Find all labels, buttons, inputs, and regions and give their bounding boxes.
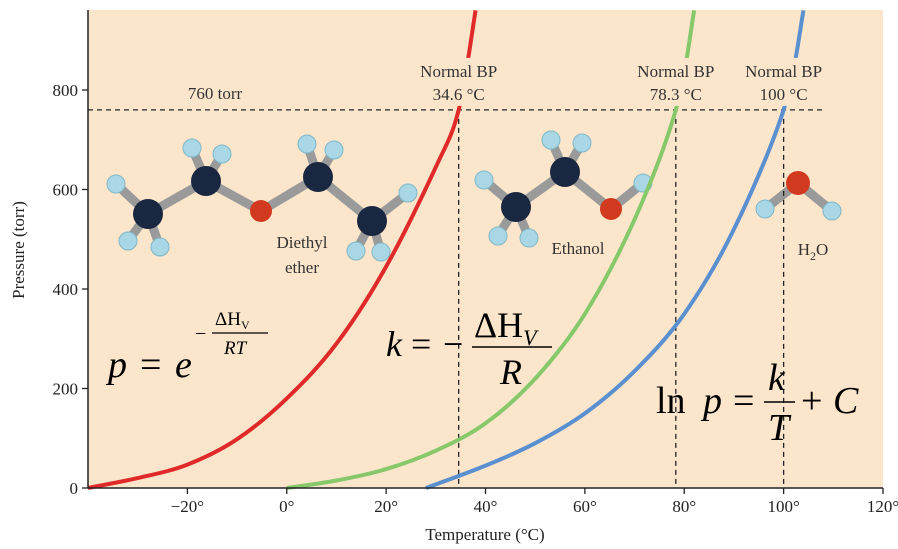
y-tick-label: 600 bbox=[53, 181, 79, 200]
water-curve bbox=[425, 10, 806, 490]
diethyl-ether-label-line2: ether bbox=[285, 258, 319, 277]
water-molecule bbox=[755, 171, 842, 221]
ethanol-bp-annotation-line2: 78.3 °C bbox=[650, 85, 702, 104]
diethyl-ether-curve bbox=[87, 10, 478, 490]
eq2-denominator: R bbox=[499, 352, 522, 392]
ethanol-bp-annotation-line1: Normal BP bbox=[637, 62, 714, 81]
ethanol-label: Ethanol bbox=[552, 239, 605, 258]
x-axis-ticks: −20° 0° 20° 40° 60° 80° 100° 120° bbox=[171, 488, 898, 516]
eq3-p: p bbox=[700, 380, 722, 422]
y-tick-label: 200 bbox=[53, 380, 79, 399]
x-tick-label: 100° bbox=[767, 497, 799, 516]
eq2-minus: − bbox=[443, 324, 463, 364]
x-tick-label: 0° bbox=[279, 497, 294, 516]
ether-bp-annotation-line1: Normal BP bbox=[420, 62, 497, 81]
x-tick-label: −20° bbox=[171, 497, 204, 516]
eq3-numerator: k bbox=[768, 357, 786, 399]
exponential-equation: p = e − ΔHV RT bbox=[105, 309, 268, 386]
eq3-equals: = bbox=[733, 380, 754, 422]
eq1-minus: − bbox=[195, 323, 206, 345]
y-tick-label: 400 bbox=[53, 280, 79, 299]
water-bp-annotation-line1: Normal BP bbox=[745, 62, 822, 81]
ethanol-curve bbox=[286, 10, 697, 490]
ethanol-molecule bbox=[474, 130, 653, 248]
760-torr-label-background bbox=[165, 82, 265, 105]
eq1-lhs: p bbox=[105, 344, 127, 386]
eq3-ln: ln bbox=[656, 380, 686, 422]
x-axis-title: Temperature (°C) bbox=[425, 525, 544, 544]
eq1-denominator: RT bbox=[223, 338, 248, 359]
water-bp-annotation-line2: 100 °C bbox=[760, 85, 808, 104]
linear-equation: ln p = k T + C bbox=[656, 357, 859, 449]
slope-equation: k = − ΔHV R bbox=[386, 305, 552, 392]
x-tick-label: 20° bbox=[374, 497, 398, 516]
water-label-subscript: 2 bbox=[810, 249, 816, 263]
x-tick-label: 120° bbox=[867, 497, 898, 516]
y-tick-label: 800 bbox=[53, 81, 79, 100]
eq2-lhs: k bbox=[386, 324, 403, 364]
x-tick-label: 80° bbox=[672, 497, 696, 516]
eq1-equals: = bbox=[140, 344, 161, 386]
eq3-denominator: T bbox=[768, 407, 792, 449]
eq2-equals: = bbox=[411, 324, 431, 364]
x-tick-label: 60° bbox=[573, 497, 597, 516]
water-bp-annotation-background bbox=[738, 57, 829, 106]
y-tick-label: 0 bbox=[70, 479, 79, 498]
water-label-h: H bbox=[798, 240, 810, 259]
water-label: H2O bbox=[798, 240, 829, 263]
eq1-base: e bbox=[175, 344, 192, 386]
y-axis-title: Pressure (torr) bbox=[9, 201, 28, 299]
ether-bp-annotation-background bbox=[413, 57, 504, 106]
eq1-numerator: ΔHV bbox=[215, 309, 250, 332]
eq3-constant: C bbox=[833, 380, 859, 422]
water-label-o: O bbox=[816, 240, 828, 259]
y-axis-ticks: 0 200 400 600 800 bbox=[53, 81, 88, 498]
ethanol-bp-annotation-background bbox=[630, 57, 721, 106]
diethyl-ether-label-line1: Diethyl bbox=[277, 233, 328, 252]
diethyl-ether-molecule bbox=[106, 134, 418, 262]
eq3-plus: + bbox=[801, 380, 822, 422]
ether-bp-annotation-line2: 34.6 °C bbox=[433, 85, 485, 104]
760-torr-label: 760 torr bbox=[188, 84, 243, 103]
eq2-numerator: ΔHV bbox=[474, 305, 539, 350]
x-tick-label: 40° bbox=[474, 497, 498, 516]
